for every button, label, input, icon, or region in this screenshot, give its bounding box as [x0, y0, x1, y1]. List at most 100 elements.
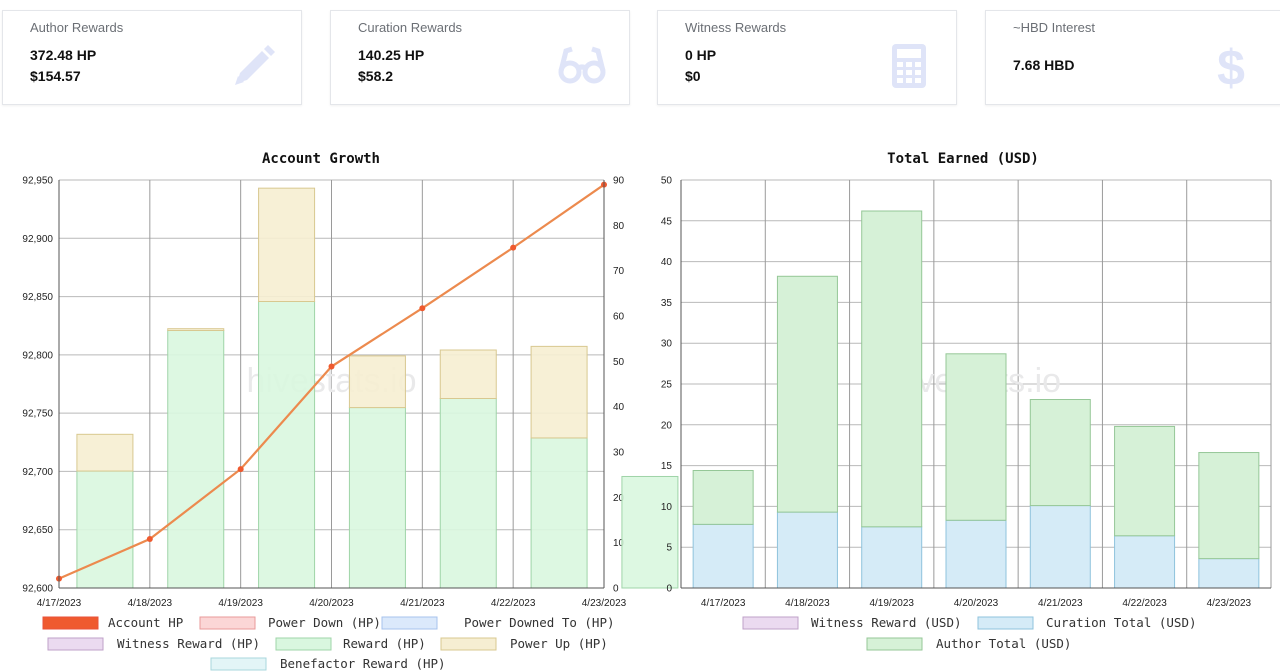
x-tick-label: 4/20/2023 — [954, 598, 999, 609]
x-tick-label: 4/21/2023 — [1038, 598, 1083, 609]
card-value-hp: 140.25 HP — [358, 47, 425, 63]
card-value-hp: 0 HP — [685, 47, 717, 63]
card-value-usd: $0 — [685, 68, 701, 84]
bar-reward-hp — [439, 398, 497, 589]
legend-label: Witness Reward (HP) — [117, 636, 260, 651]
y-tick-label: 25 — [661, 380, 673, 391]
y-tick-label-left: 92,850 — [22, 292, 53, 303]
y-tick-label: 45 — [661, 216, 673, 227]
legend-swatch — [47, 637, 104, 651]
svg-text:$: $ — [1217, 41, 1245, 91]
y-tick-label-right: 60 — [613, 312, 625, 323]
bar-curation-total — [1114, 535, 1176, 589]
legend-swatch — [742, 616, 799, 630]
legend-label: Witness Reward (USD) — [811, 615, 962, 630]
bar-curation-total — [776, 511, 838, 589]
y-tick-label-right: 10 — [613, 538, 625, 549]
legend-label: Author Total (USD) — [936, 636, 1071, 651]
legend-label: Account HP — [108, 615, 183, 630]
y-tick-label-right: 80 — [613, 221, 625, 232]
bar-power-up-hp — [530, 345, 588, 439]
y-tick-label-left: 92,650 — [22, 525, 53, 536]
total-earned-chart-title: Total Earned (USD) — [887, 151, 1039, 167]
point-account-hp — [328, 363, 335, 370]
bar-curation-total — [1029, 505, 1091, 589]
curation-rewards-card: Curation Rewards 140.25 HP $58.2 — [330, 10, 630, 105]
y-tick-label-left: 92,600 — [22, 584, 53, 595]
legend-swatch — [275, 637, 332, 651]
dollar-icon: $ — [1217, 41, 1245, 91]
y-tick-label: 30 — [661, 339, 673, 350]
legend-label: Benefactor Reward (HP) — [280, 656, 446, 671]
y-tick-label: 50 — [661, 176, 673, 187]
x-tick-label: 4/19/2023 — [869, 598, 914, 609]
card-title: Curation Rewards — [358, 20, 463, 35]
bar-power-up-hp — [76, 433, 134, 472]
bar-reward-hp — [258, 300, 316, 589]
bar-reward-hp — [167, 330, 225, 589]
legend-label: Power Up (HP) — [510, 636, 608, 651]
card-title: ~HBD Interest — [1013, 20, 1096, 35]
y-tick-label: 0 — [666, 584, 672, 595]
hbd-interest-card: ~HBD Interest 7.68 HBD $ — [985, 10, 1280, 105]
x-tick-label: 4/18/2023 — [128, 598, 173, 609]
bar-reward-hp — [530, 437, 588, 589]
y-tick-label: 20 — [661, 420, 673, 431]
bar-author-total — [1198, 452, 1260, 560]
legend-label: Power Down (HP) — [268, 615, 381, 630]
bar-curation-total — [861, 526, 923, 589]
legend-swatch — [199, 616, 256, 630]
bar-author-total — [1114, 425, 1176, 537]
card-value-usd: $58.2 — [358, 68, 394, 84]
card-title: Witness Rewards — [685, 20, 787, 35]
glasses-icon — [558, 46, 606, 84]
x-tick-label: 4/20/2023 — [309, 598, 354, 609]
bar-curation-total — [1198, 558, 1260, 589]
x-tick-label: 4/22/2023 — [491, 598, 536, 609]
legend-swatch — [440, 637, 497, 651]
bar-author-total — [776, 275, 838, 513]
point-account-hp — [146, 536, 153, 543]
y-tick-label-right: 0 — [613, 584, 619, 595]
y-tick-label-right: 40 — [613, 402, 625, 413]
legend-label: Reward (HP) — [343, 636, 426, 651]
witness-rewards-card: Witness Rewards 0 HP $0 — [657, 10, 957, 105]
account-growth-chart-title: Account Growth — [261, 151, 380, 167]
legend-swatch — [977, 616, 1034, 630]
legend-label: Power Downed To (HP) — [464, 615, 615, 630]
bar-author-total — [692, 469, 754, 525]
x-tick-label: 4/17/2023 — [701, 598, 746, 609]
card-title: Author Rewards — [30, 20, 124, 35]
card-value-usd: $154.57 — [30, 68, 81, 84]
x-tick-label: 4/17/2023 — [37, 598, 82, 609]
card-value-hbd: 7.68 HBD — [1013, 57, 1075, 73]
card-value-hp: 372.48 HP — [30, 47, 97, 63]
y-tick-label-right: 30 — [613, 448, 625, 459]
bar-power-up-hp — [167, 328, 225, 332]
bar-curation-total — [692, 523, 754, 589]
y-tick-label-right: 50 — [613, 357, 625, 368]
legend-swatch — [42, 616, 99, 630]
point-account-hp — [419, 305, 426, 312]
point-account-hp — [237, 466, 244, 473]
bar-power-up-hp — [348, 355, 406, 409]
legend-swatch — [866, 637, 923, 651]
bar-author-total — [1029, 399, 1091, 507]
bar-curation-total — [945, 519, 1007, 589]
y-tick-label-left: 92,750 — [22, 409, 53, 420]
y-tick-label-left: 92,900 — [22, 234, 53, 245]
y-tick-label-left: 92,800 — [22, 350, 53, 361]
bar-power-up-hp — [258, 187, 316, 302]
y-tick-label: 40 — [661, 257, 673, 268]
pencil-icon — [235, 45, 275, 85]
bar-reward-hp — [348, 407, 406, 589]
author-rewards-card: Author Rewards 372.48 HP $154.57 — [2, 10, 302, 105]
bar-reward-hp — [76, 470, 134, 589]
bar-author-total — [861, 210, 923, 528]
y-tick-label-left: 92,950 — [22, 176, 53, 187]
y-tick-label: 15 — [661, 461, 673, 472]
calculator-icon — [892, 44, 926, 88]
x-tick-label: 4/18/2023 — [785, 598, 830, 609]
x-tick-label: 4/21/2023 — [400, 598, 445, 609]
